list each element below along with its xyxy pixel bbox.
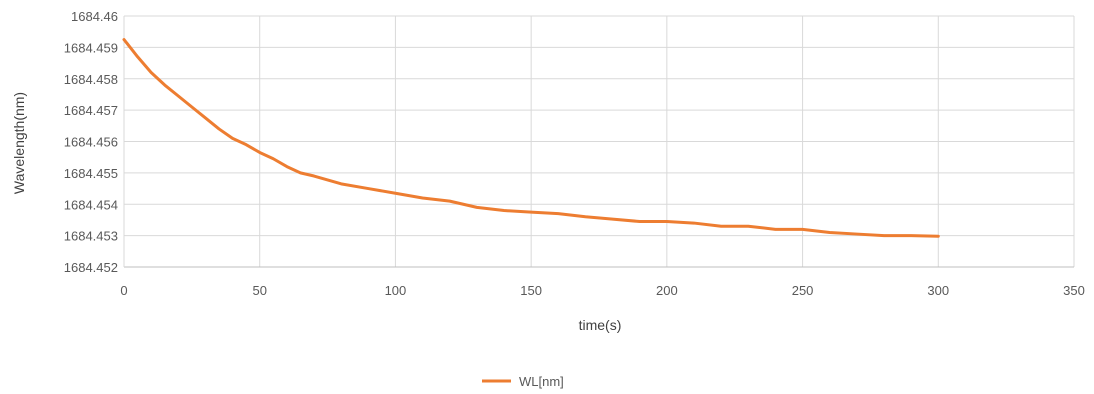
x-tick-label: 300 [927,283,949,298]
legend-label-wl: WL[nm] [519,374,564,389]
x-tick-label: 250 [792,283,814,298]
x-tick-label: 200 [656,283,678,298]
y-tick-label: 1684.458 [64,72,118,87]
x-tick-label: 350 [1063,283,1085,298]
series-line-wl [122,38,940,238]
y-axis-title: Wavelength(nm) [11,92,27,194]
x-axis-title: time(s) [579,317,622,333]
y-tick-label: 1684.454 [64,197,118,212]
y-tick-label: 1684.455 [64,166,118,181]
axes [123,16,1074,268]
x-tick-label: 50 [252,283,266,298]
tick-labels: 1684.452 1684.453 1684.454 1684.455 1684.456… [64,9,1085,298]
x-tick-label: 100 [385,283,407,298]
legend: WL[nm] [482,374,564,389]
y-tick-label: 1684.46 [71,9,118,24]
y-tick-label: 1684.453 [64,229,118,244]
y-tick-label: 1684.457 [64,103,118,118]
y-tick-label: 1684.452 [64,260,118,275]
y-tick-label: 1684.456 [64,135,118,150]
y-tick-label: 1684.459 [64,40,118,55]
x-tick-label: 150 [520,283,542,298]
series-layer [122,38,940,238]
gridlines [123,15,1075,268]
x-tick-label: 0 [120,283,127,298]
